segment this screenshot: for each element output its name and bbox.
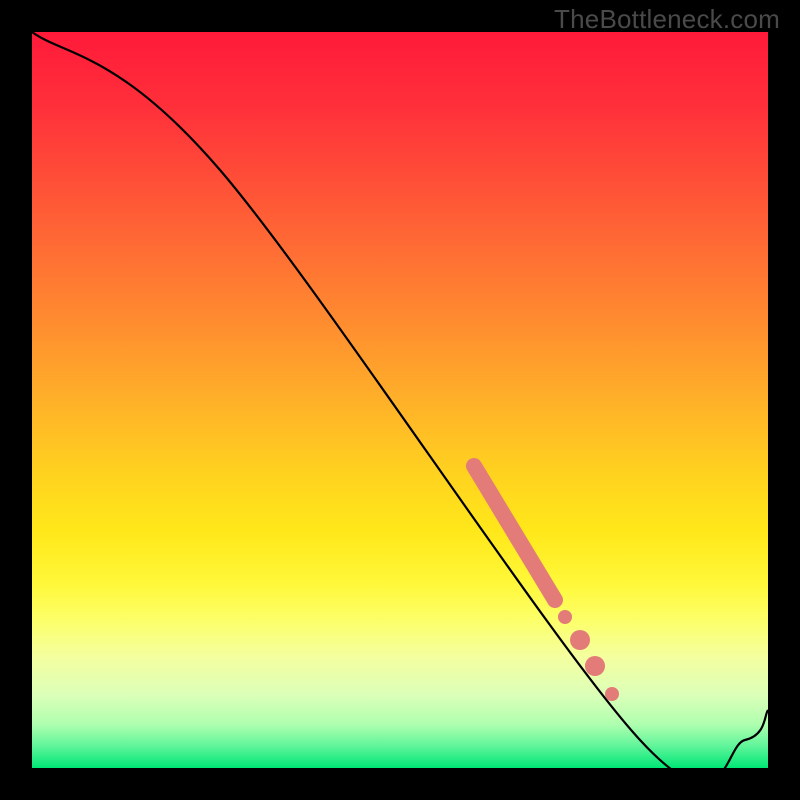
plot-area (32, 32, 768, 768)
attribution-text: TheBottleneck.com (554, 4, 780, 35)
chart-canvas: TheBottleneck.com (0, 0, 800, 800)
